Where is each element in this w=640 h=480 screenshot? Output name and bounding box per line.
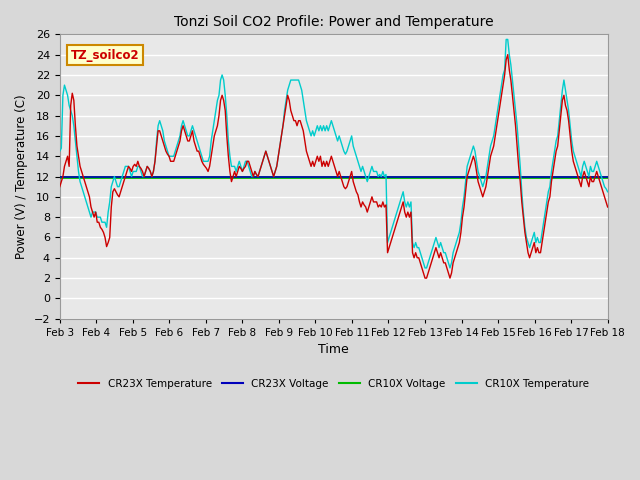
Y-axis label: Power (V) / Temperature (C): Power (V) / Temperature (C) <box>15 94 28 259</box>
X-axis label: Time: Time <box>318 343 349 356</box>
Legend: CR23X Temperature, CR23X Voltage, CR10X Voltage, CR10X Temperature: CR23X Temperature, CR23X Voltage, CR10X … <box>74 375 593 393</box>
Text: TZ_soilco2: TZ_soilco2 <box>71 48 140 61</box>
Title: Tonzi Soil CO2 Profile: Power and Temperature: Tonzi Soil CO2 Profile: Power and Temper… <box>174 15 493 29</box>
